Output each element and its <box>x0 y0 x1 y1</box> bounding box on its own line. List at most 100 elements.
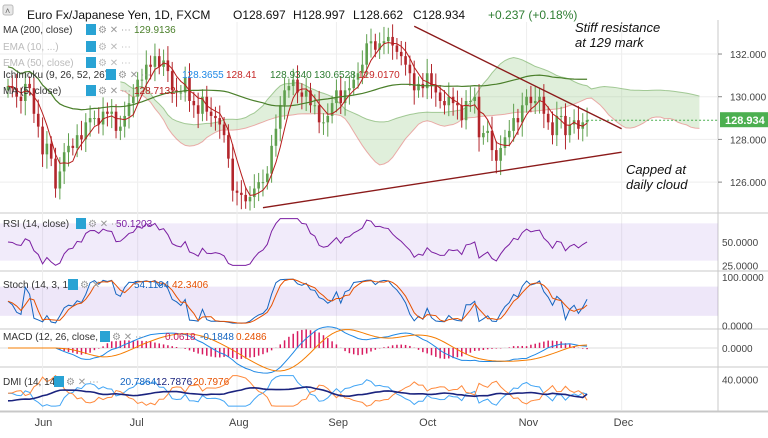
candle-body <box>54 158 57 189</box>
eye-icon[interactable] <box>86 24 96 35</box>
candle-body <box>356 73 360 80</box>
eye-icon[interactable] <box>86 41 96 52</box>
candle-body <box>149 64 152 67</box>
ichimoku-value: 130.6528 <box>314 70 356 81</box>
cloud-area <box>120 57 700 165</box>
candle-body <box>278 105 282 129</box>
candle-body <box>404 56 407 65</box>
settings-icon[interactable]: ⚙ ✕ <box>80 280 100 291</box>
candle-body <box>97 118 101 125</box>
candle-body <box>28 83 31 89</box>
stoch-d-value: 42.3406 <box>172 280 209 291</box>
legend-buttons-ma200[interactable]: ⚙ ✕ ⋯ <box>86 24 131 36</box>
candle-body <box>101 111 105 125</box>
candle-body <box>361 64 364 74</box>
ichimoku-value: 128.9340 <box>270 70 312 81</box>
candle-body <box>568 124 572 136</box>
candle-body <box>196 105 200 114</box>
candle-body <box>430 73 433 87</box>
candle-body <box>283 90 286 106</box>
annotation-line: Capped at <box>626 162 687 177</box>
header: ˄ Euro Fx/Japanese Yen, 1D, FXCM O128.69… <box>2 4 577 22</box>
candle-body <box>257 182 260 189</box>
legend-buttons-ma5[interactable]: ⚙ ✕ ⋯ <box>86 85 131 97</box>
collapse-icon[interactable] <box>2 4 14 16</box>
candle-body <box>114 111 118 131</box>
ichimoku-cloud <box>120 57 700 166</box>
legend-buttons-ichimoku[interactable]: ⚙ ✕ ⋯ <box>106 69 151 81</box>
annotation-line: at 129 mark <box>575 35 645 50</box>
settings-icon[interactable]: ⚙ ✕ ⋯ <box>98 25 131 36</box>
settings-icon[interactable]: ⚙ ✕ ⋯ <box>118 70 151 81</box>
settings-icon[interactable]: ⚙ ✕ ⋯ <box>88 219 121 230</box>
rsi-line <box>7 218 588 266</box>
settings-icon[interactable]: ⚙ ✕ ⋯ <box>98 86 131 97</box>
candle-body <box>559 115 563 117</box>
ohlc-value: O128.697 <box>233 8 286 22</box>
annotation-line: daily cloud <box>626 177 688 192</box>
candle-body <box>529 96 533 104</box>
dmi-label: DMI (14, 14) <box>3 377 59 388</box>
eye-icon[interactable] <box>86 57 96 68</box>
price-change: +0.237 (+0.18%) <box>488 8 577 22</box>
ohlc-value: C128.934 <box>413 8 465 22</box>
dmi-plus-value: 20.7864 <box>120 377 157 388</box>
chevron-up-icon[interactable]: ˄ <box>5 6 10 16</box>
candle-body <box>460 105 464 121</box>
candle-body <box>473 96 477 101</box>
candle-body <box>408 64 412 74</box>
candle-body <box>326 115 330 123</box>
ma5-line <box>7 41 588 196</box>
candle-body <box>80 135 83 140</box>
eye-icon[interactable] <box>68 279 78 290</box>
candle-body <box>456 103 459 106</box>
candle-body <box>261 182 265 184</box>
eye-icon[interactable] <box>106 69 116 80</box>
candle-body <box>352 79 356 89</box>
candle-body <box>546 113 550 123</box>
candle-body <box>106 111 109 114</box>
eye-icon[interactable] <box>100 331 110 342</box>
ema-label: EMA (10, ...) <box>3 42 59 53</box>
y-tick-label: 132.000 <box>730 50 767 61</box>
last-price-tag: 128.934 <box>720 112 768 128</box>
eye-icon[interactable] <box>54 376 64 387</box>
settings-icon[interactable]: ⚙ ✕ ⋯ <box>98 58 131 69</box>
candle-body <box>564 115 567 136</box>
candle-body <box>335 90 338 104</box>
candle-body <box>58 171 62 189</box>
candle-body <box>244 194 247 202</box>
candle-body <box>23 83 27 101</box>
settings-icon[interactable]: ⚙ ✕ ⋯ <box>66 377 99 388</box>
dmi-minus-line <box>7 374 588 407</box>
settings-icon[interactable]: ⚙ ✕ ⋯ <box>98 42 131 53</box>
settings-icon[interactable]: ⚙ ✕ ⋯ <box>112 332 145 343</box>
candle-body <box>520 105 524 123</box>
pane-tick-label: 50.0000 <box>722 238 759 249</box>
candle-body <box>71 145 75 148</box>
eye-icon[interactable] <box>76 218 86 229</box>
candle-body <box>231 158 235 191</box>
candle-body <box>6 86 10 91</box>
candle-body <box>62 152 66 172</box>
candle-body <box>84 122 88 140</box>
candle-body <box>304 90 308 97</box>
candle-body <box>585 120 589 123</box>
stoch-k-value: 54.1194 <box>134 280 170 291</box>
y-tick-label: 130.000 <box>730 93 767 104</box>
time-axis: Jun Jul Aug Sep Oct Nov Dec <box>0 411 768 429</box>
candle-body <box>235 190 239 193</box>
ohlc-value: L128.662 <box>353 8 403 22</box>
eye-icon[interactable] <box>86 85 96 96</box>
pane-tick-label: 40.0000 <box>722 375 759 386</box>
candle-body <box>227 135 230 159</box>
stoch-d-line <box>7 278 588 324</box>
macd-line <box>8 326 588 374</box>
dmi-legend: DMI (14, 14) ⚙ ✕ ⋯ 20.7864 12.7876 20.79… <box>3 376 230 388</box>
candle-body <box>378 43 381 50</box>
candle-body <box>309 90 312 106</box>
stoch-label: Stoch (14, 3, 1) <box>3 280 71 291</box>
candle-body <box>214 115 217 119</box>
candle-body <box>49 143 53 159</box>
trendline-layer <box>262 25 622 209</box>
